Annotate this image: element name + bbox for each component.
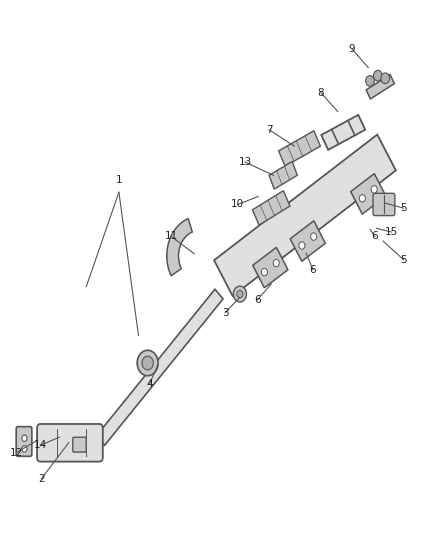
Circle shape xyxy=(374,70,382,81)
Circle shape xyxy=(273,260,279,267)
Circle shape xyxy=(381,73,390,84)
Circle shape xyxy=(371,185,377,193)
Polygon shape xyxy=(253,191,290,225)
Text: 7: 7 xyxy=(266,125,272,135)
Circle shape xyxy=(359,195,365,202)
Polygon shape xyxy=(167,219,192,276)
Text: 15: 15 xyxy=(385,227,398,237)
Text: 1: 1 xyxy=(116,175,122,185)
Circle shape xyxy=(299,242,305,249)
Circle shape xyxy=(233,286,247,302)
Text: 12: 12 xyxy=(10,448,23,458)
Text: 9: 9 xyxy=(349,44,356,54)
Text: 2: 2 xyxy=(38,474,45,483)
Polygon shape xyxy=(97,289,223,445)
Text: 5: 5 xyxy=(400,203,407,213)
FancyBboxPatch shape xyxy=(16,426,32,456)
Text: 3: 3 xyxy=(222,308,228,318)
Text: 5: 5 xyxy=(400,255,407,264)
Text: 6: 6 xyxy=(371,231,378,241)
Polygon shape xyxy=(321,115,365,150)
FancyBboxPatch shape xyxy=(73,437,86,452)
Circle shape xyxy=(237,290,243,298)
Polygon shape xyxy=(366,75,394,99)
Polygon shape xyxy=(290,221,325,261)
Text: 11: 11 xyxy=(165,231,178,241)
Circle shape xyxy=(137,350,158,376)
Circle shape xyxy=(22,446,27,452)
Polygon shape xyxy=(269,161,297,189)
Circle shape xyxy=(311,233,317,240)
Polygon shape xyxy=(253,247,288,288)
Text: 6: 6 xyxy=(310,265,316,274)
Text: 6: 6 xyxy=(254,295,261,305)
Text: 14: 14 xyxy=(34,440,47,450)
Text: 4: 4 xyxy=(146,379,153,389)
Circle shape xyxy=(366,76,374,86)
Text: 13: 13 xyxy=(238,157,252,167)
Polygon shape xyxy=(279,131,321,166)
Text: 8: 8 xyxy=(318,87,324,98)
Circle shape xyxy=(261,268,268,276)
FancyBboxPatch shape xyxy=(37,424,103,462)
Circle shape xyxy=(142,356,153,370)
FancyBboxPatch shape xyxy=(373,193,395,216)
Text: 10: 10 xyxy=(231,199,244,209)
Polygon shape xyxy=(214,134,396,296)
Circle shape xyxy=(22,435,27,441)
Polygon shape xyxy=(351,174,386,214)
